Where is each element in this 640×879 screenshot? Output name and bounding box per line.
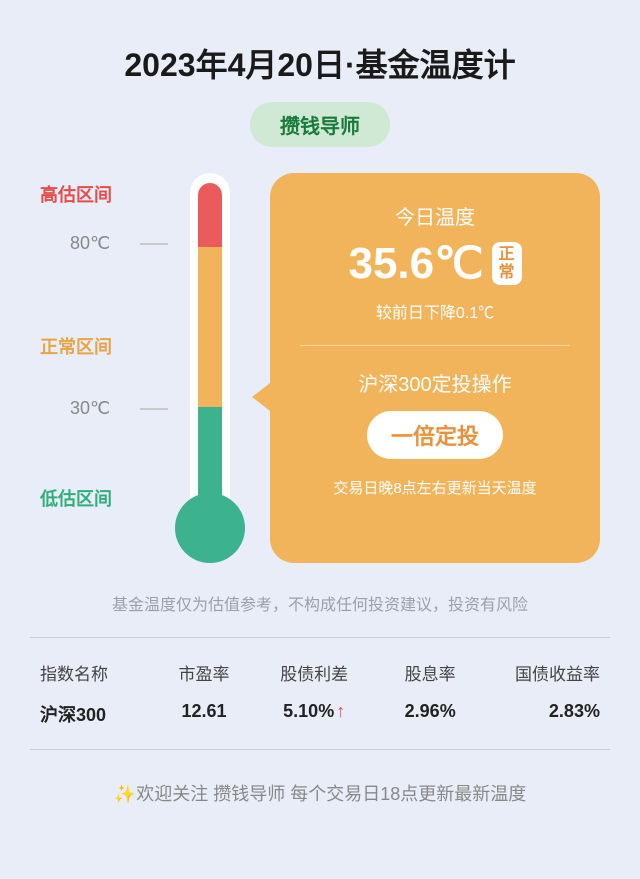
table-cell: 5.10%↑ [250, 693, 378, 735]
table-header-cell: 市盈率 [158, 652, 251, 693]
thermometer-column: 高估区间 正常区间 低估区间 80℃ 30℃ [40, 173, 270, 563]
temperature-card: 今日温度 35.6℃ 正常 较前日下降0.1℃ 沪深300定投操作 一倍定投 交… [270, 173, 600, 563]
up-arrow-icon: ↑ [336, 701, 345, 721]
table-header-cell: 股债利差 [250, 652, 378, 693]
card-divider [300, 345, 570, 346]
update-note: 交易日晚8点左右更新当天温度 [290, 477, 580, 498]
tick-80-label: 80℃ [70, 233, 110, 254]
page-title: 2023年4月20日·基金温度计 [0, 40, 640, 86]
zone-normal-label: 正常区间 [40, 333, 112, 359]
tick-80-line [140, 243, 168, 245]
index-table: 指数名称市盈率股债利差股息率国债收益率 沪深30012.615.10%↑2.96… [30, 637, 610, 750]
zone-high-label: 高估区间 [40, 181, 112, 207]
today-label: 今日温度 [290, 201, 580, 230]
temperature-value: 35.6℃ [348, 238, 483, 289]
temperature-delta: 较前日下降0.1℃ [290, 299, 580, 323]
footer-note: ✨欢迎关注 攒钱导师 每个交易日18点更新最新温度 [0, 780, 640, 806]
disclaimer: 基金温度仅为估值参考，不构成任何投资建议，投资有风险 [0, 591, 640, 615]
table-header-cell: 股息率 [378, 652, 482, 693]
table-cell: 12.61 [158, 693, 251, 735]
table-cell: 沪深300 [30, 693, 158, 735]
table-header-cell: 国债收益率 [482, 652, 610, 693]
author-badge: 攒钱导师 [250, 102, 390, 147]
table-cell: 2.96% [378, 693, 482, 735]
tick-30-line [140, 408, 168, 410]
operation-label: 沪深300定投操作 [290, 368, 580, 397]
tick-30-label: 30℃ [70, 398, 110, 419]
table-header-cell: 指数名称 [30, 652, 158, 693]
operation-pill: 一倍定投 [367, 411, 503, 459]
zone-low-label: 低估区间 [40, 485, 112, 511]
temperature-tag: 正常 [492, 242, 522, 285]
thermometer-icon [175, 173, 245, 563]
main-row: 高估区间 正常区间 低估区间 80℃ 30℃ 今日温度 35.6℃ 正常 较前日… [0, 173, 640, 563]
table-cell: 2.83% [482, 693, 610, 735]
